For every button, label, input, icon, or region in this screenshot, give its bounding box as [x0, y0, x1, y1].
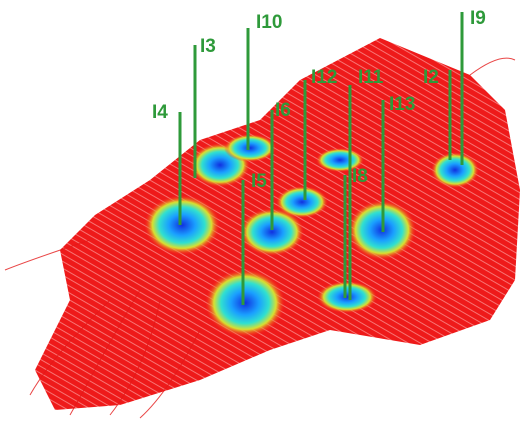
- label: I13: [389, 94, 415, 115]
- spot: [431, 152, 479, 188]
- spot: [276, 186, 328, 218]
- spot: [144, 195, 220, 255]
- figure: I9 I10 I3 I12 I11 I2 I4 I6 I13 I5 I8: [0, 0, 524, 421]
- label: I4: [152, 102, 168, 123]
- label: I3: [200, 36, 216, 57]
- label: I11: [358, 67, 384, 88]
- label: I8: [352, 166, 368, 187]
- spot: [317, 281, 377, 313]
- label: I6: [275, 100, 291, 121]
- label: I2: [423, 67, 439, 88]
- spot: [224, 134, 276, 162]
- label: I5: [251, 171, 267, 192]
- spot: [205, 269, 285, 337]
- label: I10: [256, 12, 282, 33]
- page: I9 I10 I3 I12 I11 I2 I4 I6 I13 I5 I8 (()…: [0, 0, 524, 421]
- label: I12: [311, 67, 337, 88]
- label: I9: [470, 8, 486, 29]
